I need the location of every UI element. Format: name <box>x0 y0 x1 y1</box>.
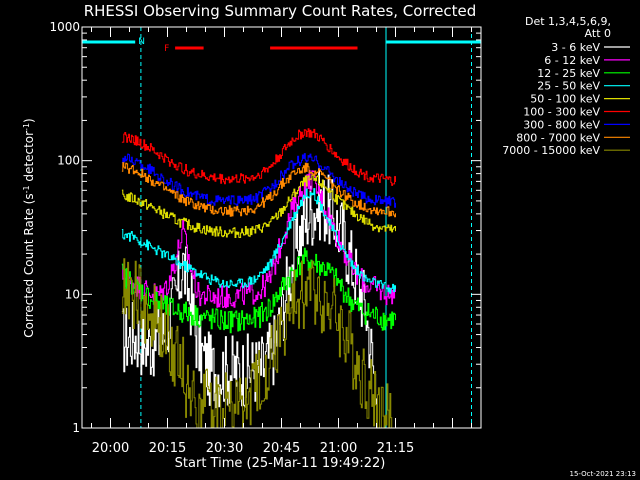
y-tick-label-1: 1 <box>72 421 80 435</box>
legend-label-8: 7000 - 15000 keV <box>502 144 600 157</box>
series-line-25_50keV <box>121 188 396 294</box>
legend-label-4: 50 - 100 keV <box>530 93 600 106</box>
chart-title: RHESSI Observing Summary Count Rates, Co… <box>84 2 477 20</box>
series-line-7000_15000keV <box>121 258 393 429</box>
x-axis-label: Start Time (25-Mar-11 19:49:22) <box>175 456 386 471</box>
series-line-3_6keV <box>121 167 377 428</box>
legend-label-5: 100 - 300 keV <box>523 106 600 119</box>
series-line-100_300keV <box>121 128 396 186</box>
x-tick-label-20:30: 20:30 <box>206 441 243 456</box>
x-tick-label-20:00: 20:00 <box>92 441 129 456</box>
plot-area: N F 1 10 100 1000 20:00 20:15 20:30 20:45 21:00 21:… <box>49 20 482 456</box>
legend-label-0: 3 - 6 keV <box>551 41 600 54</box>
series-line-6_12keV <box>121 169 396 309</box>
x-tick-label-21:00: 21:00 <box>320 441 357 456</box>
legend-header-line1: Det 1,3,4,5,6,9, <box>525 15 611 28</box>
series-line-800_7000keV <box>121 162 396 218</box>
legend-label-3: 25 - 50 keV <box>537 80 600 93</box>
series-line-300_800keV <box>121 153 396 208</box>
series-line-50_100keV <box>121 174 396 238</box>
y-tick-label-10: 10 <box>65 287 80 301</box>
flag-label-F: F <box>164 44 169 54</box>
y-axis-label: Corrected Count Rate (s-1 detector-1) <box>22 118 36 337</box>
legend-label-7: 800 - 7000 keV <box>516 131 600 144</box>
legend-label-6: 300 - 800 keV <box>523 118 600 131</box>
x-tick-label-21:15: 21:15 <box>377 441 414 456</box>
x-tick-label-20:15: 20:15 <box>149 441 186 456</box>
legend-label-2: 12 - 25 keV <box>537 67 600 80</box>
y-tick-label-100: 100 <box>57 154 80 168</box>
legend-header-line2: Att 0 <box>585 27 611 40</box>
x-tick-label-20:45: 20:45 <box>263 441 300 456</box>
legend-label-1: 6 - 12 keV <box>544 54 600 67</box>
flag-label-N: N <box>138 37 145 47</box>
y-tick-label-1000: 1000 <box>49 20 80 34</box>
footer-timestamp: 15-Oct-2021 23:13 <box>570 470 636 478</box>
